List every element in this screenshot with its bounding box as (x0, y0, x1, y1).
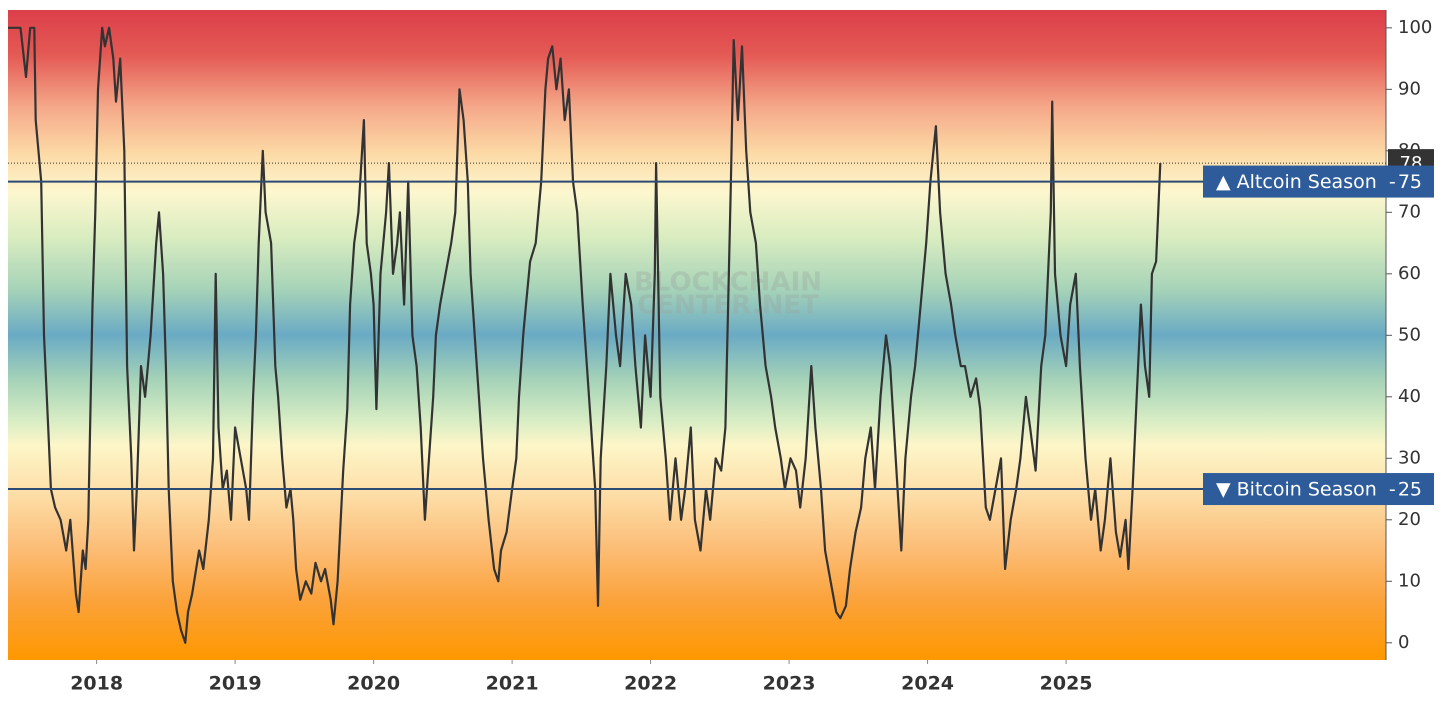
reference-box (1203, 165, 1434, 198)
y-tick-label: 60 (1398, 263, 1421, 284)
x-tick-label: 2024 (901, 673, 954, 695)
reference-label: ▼ Bitcoin Season - (1216, 479, 1396, 501)
plot-background (8, 10, 1386, 660)
y-tick-label: 100 (1398, 17, 1432, 38)
y-tick-label: 10 (1398, 570, 1421, 591)
reference-box (1203, 473, 1434, 506)
x-tick-label: 2020 (347, 673, 400, 695)
y-tick-label: 0 (1398, 632, 1409, 653)
x-tick-label: 2025 (1040, 673, 1093, 695)
y-tick-label: 70 (1398, 201, 1421, 222)
series-line (8, 26, 1162, 644)
x-tick-label: 2019 (209, 673, 262, 695)
x-tick-label: 2022 (624, 673, 677, 695)
x-tick-label: 2023 (763, 673, 816, 695)
x-tick-label: 2021 (486, 673, 539, 695)
reference-value: 25 (1398, 479, 1422, 501)
y-tick-label: 30 (1398, 447, 1421, 468)
y-tick-label: 40 (1398, 386, 1421, 407)
x-tick-label: 2018 (70, 673, 123, 695)
reference-value: 75 (1398, 171, 1422, 193)
reference-label: ▲ Altcoin Season - (1216, 171, 1396, 193)
y-tick-label: 50 (1398, 324, 1421, 345)
y-tick-label: 20 (1398, 509, 1421, 530)
y-tick-label: 90 (1398, 78, 1421, 99)
